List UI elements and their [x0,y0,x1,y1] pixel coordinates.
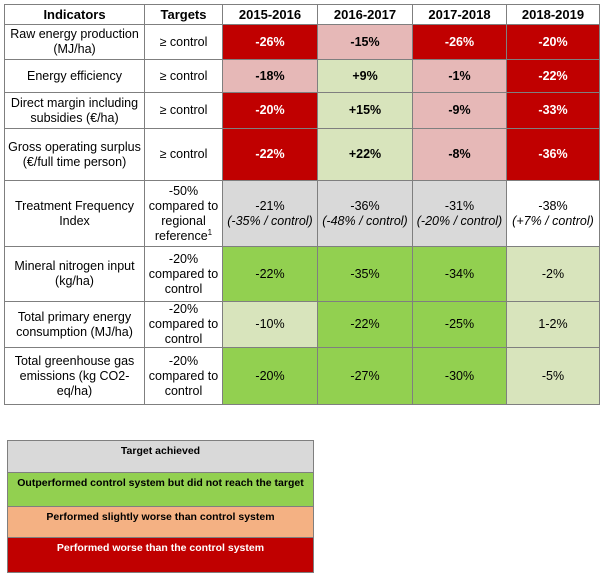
footnote-marker: 1 [207,227,213,237]
value-cell: -33% [506,92,600,129]
value-text: -38% [538,198,568,213]
header-year: 2015-2016 [222,4,318,25]
color-legend: Target achieved Outperformed control sys… [7,440,314,573]
header-indicators: Indicators [4,4,145,25]
legend-target-achieved: Target achieved [7,440,314,473]
legend-outperformed-control: Outperformed control system but did not … [7,472,314,507]
value-cell: -30% [412,347,507,405]
indicators-table: Indicators Targets 2015-2016 2016-2017 2… [4,4,600,405]
value-cell: -2% [506,246,600,302]
value-cell: -31% (-20% / control) [412,180,507,247]
header-year: 2018-2019 [506,4,600,25]
value-cell: -36% (-48% / control) [317,180,413,247]
target-cell: -20% compared to control [144,347,223,405]
value-cell: -22% [506,59,600,93]
legend-worse: Performed worse than the control system [7,537,314,573]
indicator-cell: Direct margin including subsidies (€/ha) [4,92,145,129]
value-cell: -26% [412,24,507,60]
value-cell: -5% [506,347,600,405]
value-cell: -25% [412,301,507,348]
header-row: Indicators Targets 2015-2016 2016-2017 2… [4,4,600,25]
table-row: Treatment Frequency Index -50% compared … [4,180,600,247]
value-text: -36% [350,198,380,213]
indicator-cell: Treatment Frequency Index [4,180,145,247]
header-year: 2017-2018 [412,4,507,25]
value-cell: +22% [317,128,413,181]
indicator-cell: Mineral nitrogen input (kg/ha) [4,246,145,302]
target-cell: ≥ control [144,59,223,93]
header-targets: Targets [144,4,223,25]
target-cell: -20% compared to control [144,246,223,302]
table-row: Raw energy production (MJ/ha) ≥ control … [4,24,600,60]
legend-slightly-worse: Performed slightly worse than control sy… [7,506,314,538]
subvalue-text: (-35% / control) [227,213,313,228]
value-cell: -18% [222,59,318,93]
target-text: -50% compared to regional reference [148,183,219,243]
value-cell: -22% [222,128,318,181]
value-cell: -35% [317,246,413,302]
value-cell: -8% [412,128,507,181]
value-cell: -1% [412,59,507,93]
value-cell: -26% [222,24,318,60]
target-cell: ≥ control [144,92,223,129]
value-cell: -27% [317,347,413,405]
value-cell: -21% (-35% / control) [222,180,318,247]
table-row: Total primary energy consumption (MJ/ha)… [4,301,600,348]
target-cell: -20% compared to control [144,301,223,348]
value-cell: -15% [317,24,413,60]
value-cell: -34% [412,246,507,302]
value-cell: -22% [222,246,318,302]
value-cell: -36% [506,128,600,181]
subvalue-text: (-20% / control) [416,213,503,228]
indicator-cell: Total primary energy consumption (MJ/ha) [4,301,145,348]
table-row: Energy efficiency ≥ control -18% +9% -1%… [4,59,600,93]
value-cell: -22% [317,301,413,348]
target-cell: ≥ control [144,24,223,60]
value-cell: +9% [317,59,413,93]
subvalue-text: (-48% / control) [322,213,408,228]
value-cell: -9% [412,92,507,129]
table-row: Mineral nitrogen input (kg/ha) -20% comp… [4,246,600,302]
indicator-cell: Raw energy production (MJ/ha) [4,24,145,60]
target-cell: -50% compared to regional reference1 [144,180,223,247]
table-row: Total greenhouse gas emissions (kg CO2-e… [4,347,600,405]
value-cell: 1-2% [506,301,600,348]
value-cell: -38% (+7% / control) [506,180,600,247]
value-cell: -20% [506,24,600,60]
value-cell: +15% [317,92,413,129]
value-text: -21% [255,198,285,213]
indicator-cell: Gross operating surplus (€/full time per… [4,128,145,181]
value-cell: -10% [222,301,318,348]
subvalue-text: (+7% / control) [512,213,594,228]
table-row: Direct margin including subsidies (€/ha)… [4,92,600,129]
table-row: Gross operating surplus (€/full time per… [4,128,600,181]
indicator-cell: Energy efficiency [4,59,145,93]
value-text: -31% [444,198,475,213]
value-cell: -20% [222,92,318,129]
header-year: 2016-2017 [317,4,413,25]
indicator-cell: Total greenhouse gas emissions (kg CO2-e… [4,347,145,405]
value-cell: -20% [222,347,318,405]
target-cell: ≥ control [144,128,223,181]
